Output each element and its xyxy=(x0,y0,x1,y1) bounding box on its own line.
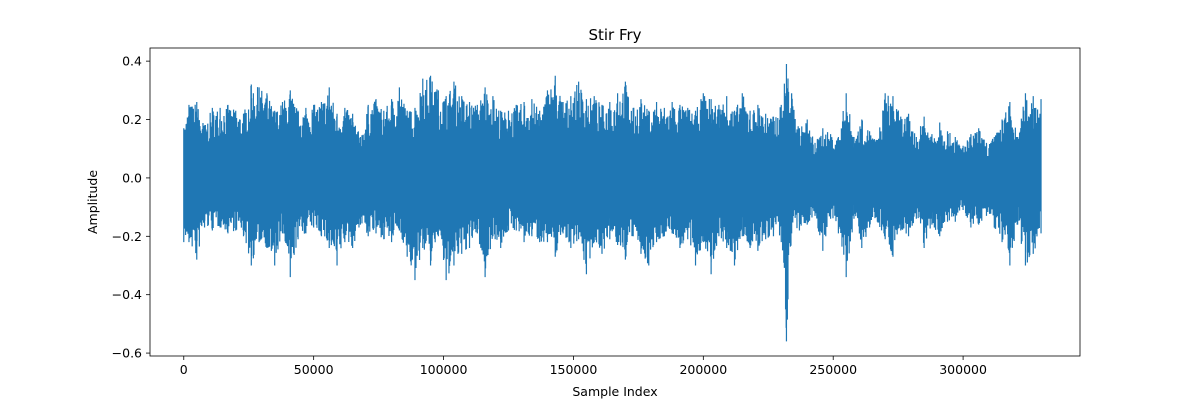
y-tick-label: −0.2 xyxy=(112,229,142,244)
x-tick-label: 50000 xyxy=(294,362,334,377)
x-tick-label: 100000 xyxy=(420,362,468,377)
y-tick-label: 0.2 xyxy=(122,112,142,127)
series-line xyxy=(183,64,1042,342)
x-tick-label: 0 xyxy=(180,362,188,377)
x-tick-label: 150000 xyxy=(550,362,598,377)
y-tick-label: 0.0 xyxy=(122,170,142,185)
x-tick-label: 250000 xyxy=(809,362,857,377)
plot-frame xyxy=(149,47,1081,357)
x-tick-label: 300000 xyxy=(939,362,987,377)
y-tick-label: −0.6 xyxy=(112,346,142,361)
y-axis: −0.6 −0.4 −0.2 0.0 0.2 0.4 xyxy=(112,54,150,361)
x-axis-label: Sample Index xyxy=(572,384,657,399)
chart-title: Stir Fry xyxy=(588,26,641,44)
series-layer xyxy=(183,64,1042,342)
x-tick-label: 200000 xyxy=(679,362,727,377)
x-axis: 0 50000 100000 150000 200000 250000 300000 xyxy=(180,356,987,377)
y-axis-label: Amplitude xyxy=(85,170,100,234)
y-tick-label: 0.4 xyxy=(122,54,142,69)
y-tick-label: −0.4 xyxy=(112,287,142,302)
